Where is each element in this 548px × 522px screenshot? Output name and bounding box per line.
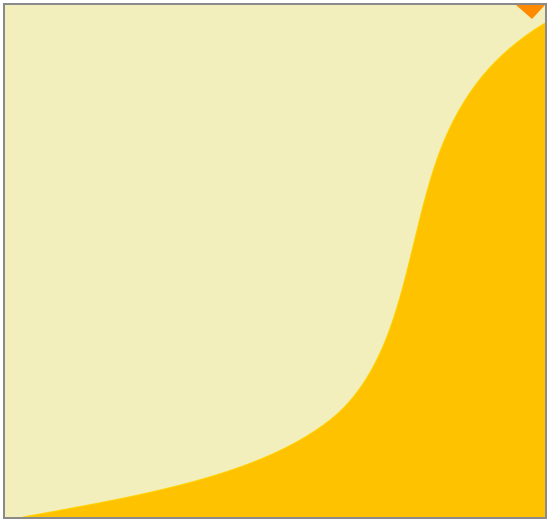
curve-fill-area — [23, 23, 545, 517]
canvas-frame — [3, 3, 547, 519]
curve-edge — [22, 22, 545, 517]
curve-canvas — [5, 5, 545, 517]
triangle-down-icon — [516, 5, 545, 19]
